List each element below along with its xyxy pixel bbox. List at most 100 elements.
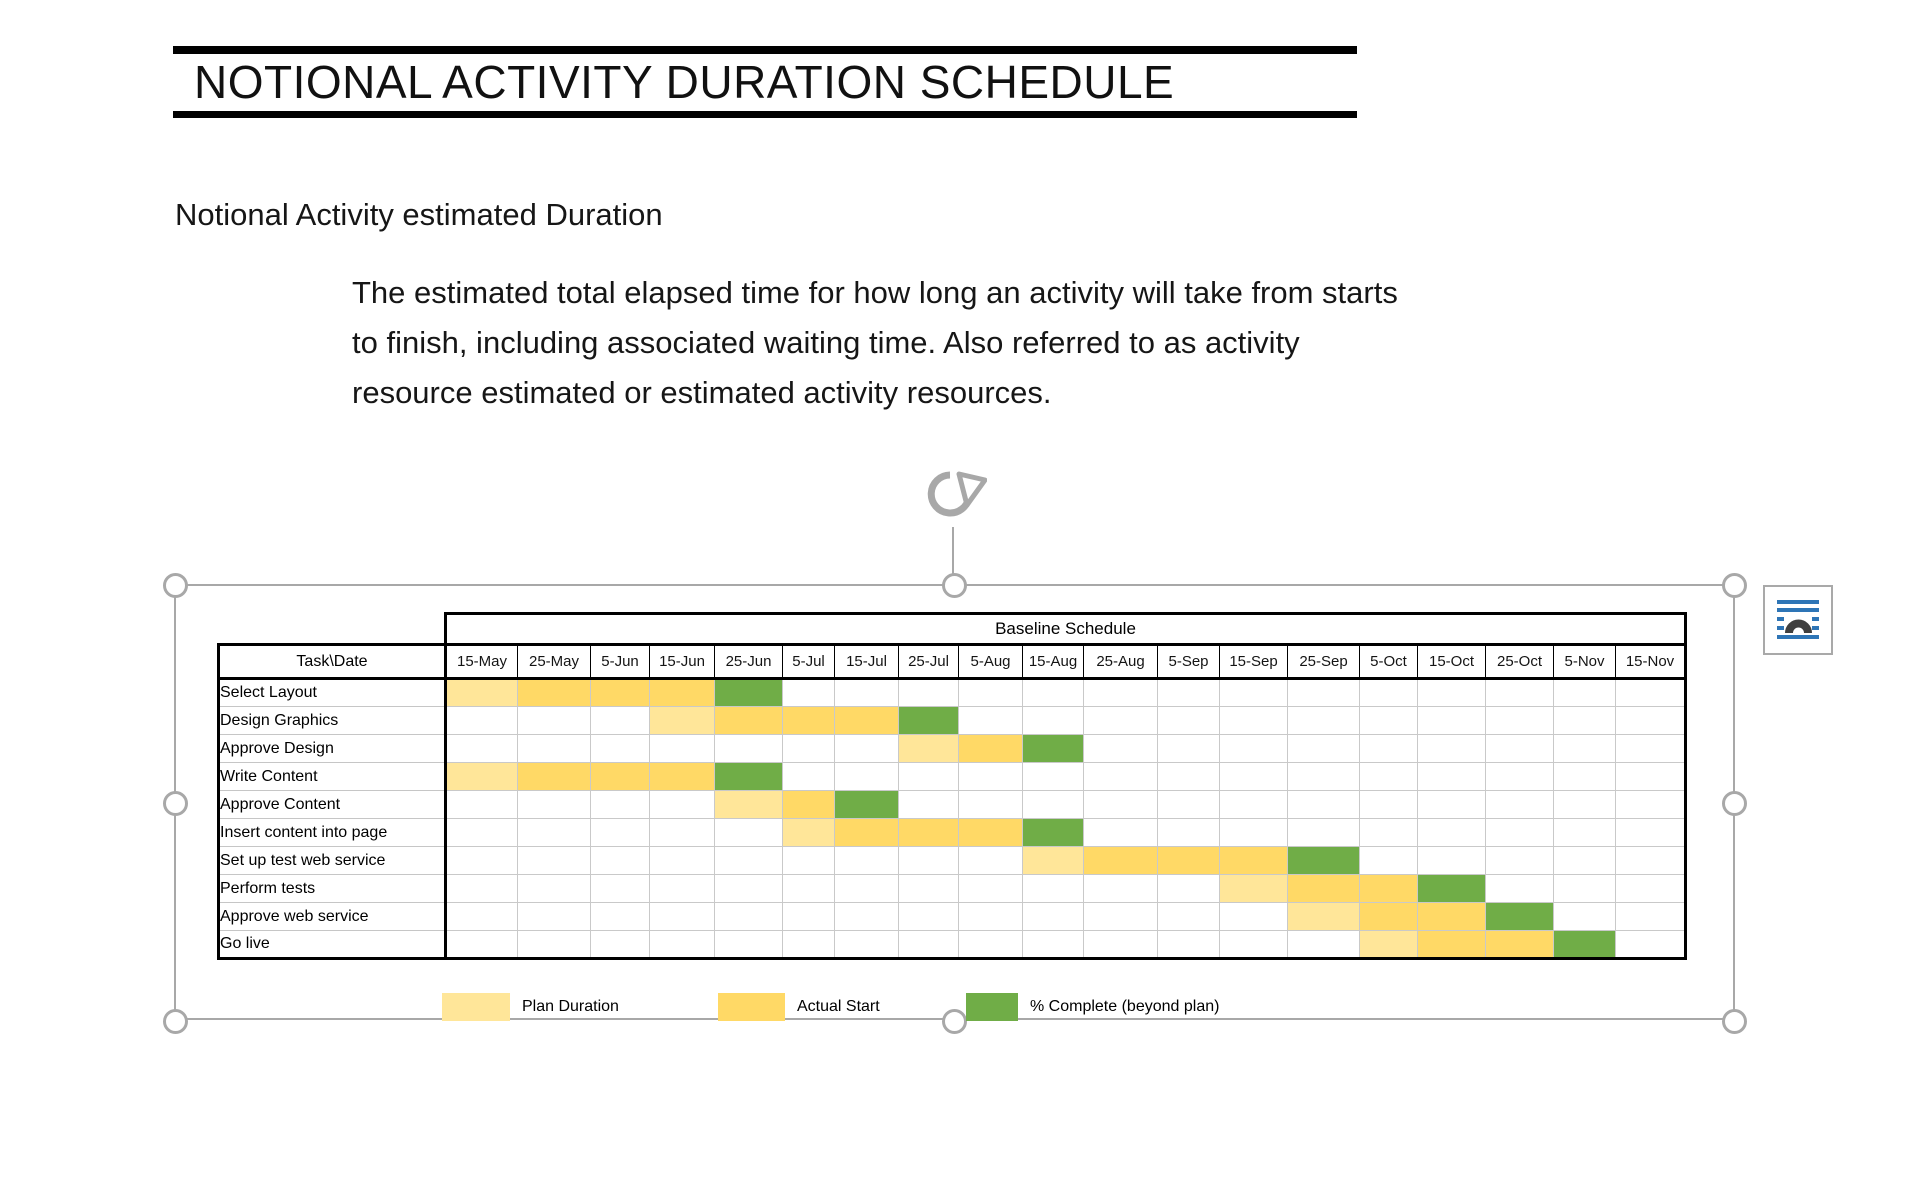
- gantt-schedule-object[interactable]: Baseline Schedule Task\Date 15-May 25-May 5-…: [217, 612, 1687, 960]
- gantt-cell-plan: [649, 706, 715, 735]
- gantt-cell-empty: [834, 762, 899, 791]
- task-name-cell: Design Graphics: [217, 706, 447, 735]
- task-date-header: Task\Date: [217, 643, 447, 680]
- legend-item-plan: Plan Duration: [442, 993, 619, 1021]
- gantt-cell-empty: [517, 874, 591, 903]
- gantt-cell-empty: [1022, 930, 1084, 960]
- gantt-cell-empty: [1359, 734, 1418, 763]
- gantt-cell-empty: [898, 678, 959, 707]
- gantt-cell-complete: [1417, 874, 1486, 903]
- gantt-cell-empty: [517, 846, 591, 875]
- gantt-cell-empty: [834, 902, 899, 931]
- section-heading: Notional Activity estimated Duration: [175, 197, 663, 232]
- gantt-cell-empty: [1615, 706, 1687, 735]
- selection-handle-bottom-center[interactable]: [942, 1009, 967, 1034]
- gantt-cell-complete: [714, 762, 783, 791]
- date-column-header: 5-Aug: [958, 643, 1023, 680]
- definition-paragraph: The estimated total elapsed time for how…: [352, 268, 1398, 418]
- gantt-cell-complete: [714, 678, 783, 707]
- gantt-cell-empty: [649, 874, 715, 903]
- actual-start-swatch: [718, 993, 785, 1021]
- table-row: Approve web service: [217, 902, 1687, 931]
- gantt-cell-actual: [1359, 902, 1418, 931]
- percent-complete-swatch: [966, 993, 1018, 1021]
- layout-options-button[interactable]: [1763, 585, 1833, 655]
- gantt-cell-empty: [1485, 706, 1554, 735]
- gantt-cell-actual: [958, 818, 1023, 847]
- gantt-cell-plan: [445, 762, 518, 791]
- gantt-cell-empty: [834, 846, 899, 875]
- gantt-cell-empty: [1615, 790, 1687, 819]
- gantt-cell-empty: [1553, 874, 1616, 903]
- gantt-cell-empty: [1615, 678, 1687, 707]
- gantt-cell-empty: [1219, 678, 1288, 707]
- page-title-text: NOTIONAL ACTIVITY DURATION SCHEDULE: [194, 56, 1175, 108]
- gantt-cell-empty: [1615, 930, 1687, 960]
- gantt-cell-empty: [898, 902, 959, 931]
- task-name-cell: Write Content: [217, 762, 447, 791]
- gantt-cell-actual: [590, 678, 650, 707]
- gantt-cell-actual: [834, 818, 899, 847]
- gantt-cell-actual: [517, 762, 591, 791]
- gantt-cell-empty: [517, 706, 591, 735]
- gantt-cell-empty: [1287, 706, 1360, 735]
- gantt-cell-empty: [958, 790, 1023, 819]
- gantt-cell-empty: [1485, 790, 1554, 819]
- gantt-cell-empty: [1083, 706, 1158, 735]
- gantt-cell-empty: [714, 902, 783, 931]
- gantt-cell-empty: [1553, 734, 1616, 763]
- gantt-cell-actual: [1083, 846, 1158, 875]
- gantt-cell-empty: [958, 846, 1023, 875]
- date-column-header: 25-Oct: [1485, 643, 1554, 680]
- gantt-cell-empty: [1287, 930, 1360, 960]
- selection-handle-bottom-right[interactable]: [1722, 1009, 1747, 1034]
- gantt-cell-empty: [714, 818, 783, 847]
- gantt-cell-empty: [1485, 846, 1554, 875]
- date-column-header: 15-Oct: [1417, 643, 1486, 680]
- gantt-cell-empty: [1022, 678, 1084, 707]
- gantt-cell-empty: [1219, 818, 1288, 847]
- gantt-cell-empty: [1287, 790, 1360, 819]
- gantt-cell-empty: [1359, 678, 1418, 707]
- date-column-header: 25-Sep: [1287, 643, 1360, 680]
- gantt-cell-empty: [898, 790, 959, 819]
- gantt-cell-empty: [1417, 762, 1486, 791]
- gantt-cell-empty: [590, 790, 650, 819]
- selection-handle-top-left[interactable]: [163, 573, 188, 598]
- date-column-header: 15-Aug: [1022, 643, 1084, 680]
- gantt-cell-empty: [1022, 762, 1084, 791]
- selection-handle-top-center[interactable]: [942, 573, 967, 598]
- gantt-cell-empty: [445, 790, 518, 819]
- rotate-handle-icon[interactable]: [921, 467, 987, 529]
- gantt-cell-empty: [445, 706, 518, 735]
- selection-handle-middle-right[interactable]: [1722, 791, 1747, 816]
- baseline-schedule-header: Baseline Schedule: [444, 612, 1687, 646]
- gantt-cell-empty: [782, 734, 835, 763]
- gantt-cell-plan: [1359, 930, 1418, 960]
- gantt-cell-empty: [1022, 790, 1084, 819]
- gantt-cell-empty: [1157, 930, 1220, 960]
- gantt-cell-empty: [1083, 790, 1158, 819]
- legend-label: Plan Duration: [522, 998, 619, 1015]
- task-name-cell: Set up test web service: [217, 846, 447, 875]
- gantt-cell-empty: [649, 930, 715, 960]
- gantt-cell-empty: [1219, 762, 1288, 791]
- gantt-cell-plan: [898, 734, 959, 763]
- table-row: Write Content: [217, 762, 1687, 791]
- gantt-cell-empty: [1157, 818, 1220, 847]
- gantt-cell-plan: [1022, 846, 1084, 875]
- task-name-cell: Approve web service: [217, 902, 447, 931]
- gantt-cell-empty: [1417, 846, 1486, 875]
- gantt-cell-empty: [1359, 762, 1418, 791]
- selection-handle-bottom-left[interactable]: [163, 1009, 188, 1034]
- selection-handle-top-right[interactable]: [1722, 573, 1747, 598]
- gantt-cell-empty: [1615, 818, 1687, 847]
- gantt-cell-complete: [834, 790, 899, 819]
- gantt-cell-empty: [782, 846, 835, 875]
- gantt-cell-empty: [517, 790, 591, 819]
- gantt-cell-empty: [1615, 846, 1687, 875]
- selection-handle-middle-left[interactable]: [163, 791, 188, 816]
- gantt-cell-actual: [898, 818, 959, 847]
- legend-label: % Complete (beyond plan): [1030, 998, 1220, 1015]
- gantt-cell-empty: [1157, 902, 1220, 931]
